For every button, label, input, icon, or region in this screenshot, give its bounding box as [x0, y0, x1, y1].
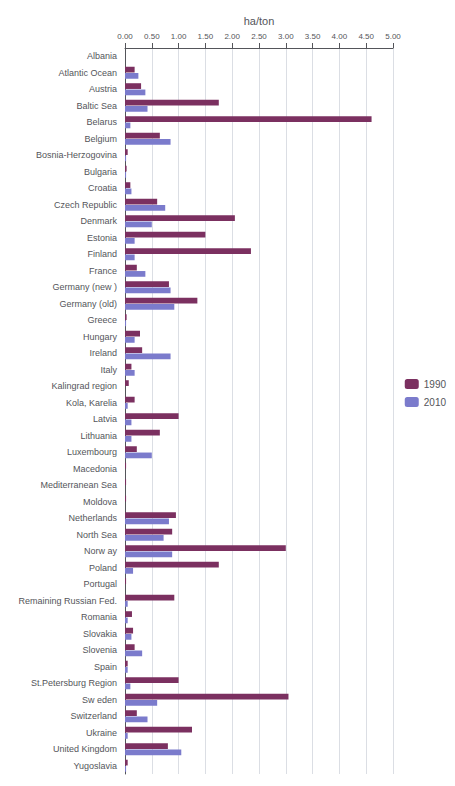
svg-text:Slovenia: Slovenia: [82, 645, 117, 655]
svg-text:Hungary: Hungary: [83, 332, 118, 342]
svg-text:Kola, Karelia: Kola, Karelia: [66, 398, 117, 408]
svg-text:Belgium: Belgium: [84, 134, 117, 144]
svg-text:Norw ay: Norw ay: [84, 546, 118, 556]
svg-text:Mediterranean Sea: Mediterranean Sea: [40, 480, 117, 490]
svg-text:Romania: Romania: [81, 612, 117, 622]
svg-text:Italy: Italy: [100, 365, 117, 375]
svg-text:Ireland: Ireland: [89, 348, 117, 358]
svg-text:3.50: 3.50: [305, 32, 321, 41]
svg-text:1.50: 1.50: [198, 32, 214, 41]
svg-text:4.50: 4.50: [358, 32, 374, 41]
svg-text:Poland: Poland: [89, 563, 117, 573]
svg-text:Germany (new ): Germany (new ): [52, 282, 117, 292]
svg-text:Lithuania: Lithuania: [80, 431, 117, 441]
svg-text:Yugoslavia: Yugoslavia: [73, 761, 117, 771]
svg-text:1.00: 1.00: [171, 32, 187, 41]
svg-text:Netherlands: Netherlands: [68, 513, 117, 523]
svg-text:2.50: 2.50: [251, 32, 267, 41]
svg-text:2010: 2010: [424, 397, 447, 408]
svg-text:1990: 1990: [424, 379, 447, 390]
svg-text:5.00: 5.00: [385, 32, 401, 41]
svg-text:Luxembourg: Luxembourg: [67, 447, 117, 457]
svg-text:North Sea: North Sea: [76, 530, 117, 540]
svg-text:St.Petersburg Region: St.Petersburg Region: [31, 678, 117, 688]
svg-text:Switzerland: Switzerland: [70, 711, 117, 721]
svg-text:Greece: Greece: [87, 315, 117, 325]
svg-text:Finland: Finland: [87, 249, 117, 259]
svg-text:Bulgaria: Bulgaria: [84, 167, 117, 177]
svg-text:Slovakia: Slovakia: [83, 629, 117, 639]
svg-text:Estonia: Estonia: [87, 233, 117, 243]
svg-text:Croatia: Croatia: [88, 183, 117, 193]
svg-text:Sw eden: Sw eden: [82, 695, 117, 705]
svg-text:Bosnia-Herzogovina: Bosnia-Herzogovina: [36, 150, 117, 160]
svg-text:Denmark: Denmark: [80, 216, 117, 226]
svg-text:Ukraine: Ukraine: [86, 728, 117, 738]
svg-text:Remaining Russian Fed.: Remaining Russian Fed.: [18, 596, 117, 606]
svg-text:Kalingrad region: Kalingrad region: [51, 381, 117, 391]
svg-text:Macedonia: Macedonia: [73, 464, 117, 474]
svg-text:Moldova: Moldova: [83, 497, 117, 507]
svg-text:Belarus: Belarus: [86, 117, 117, 127]
svg-text:4.00: 4.00: [332, 32, 348, 41]
svg-text:Portugal: Portugal: [83, 579, 117, 589]
svg-text:0.50: 0.50: [144, 32, 160, 41]
svg-text:0.00: 0.00: [117, 32, 133, 41]
svg-text:Czech Republic: Czech Republic: [54, 200, 118, 210]
svg-text:United Kingdom: United Kingdom: [53, 744, 117, 754]
svg-text:2.00: 2.00: [224, 32, 240, 41]
svg-text:ha/ton: ha/ton: [244, 15, 275, 27]
svg-text:Germany (old): Germany (old): [59, 299, 117, 309]
svg-text:Spain: Spain: [94, 662, 117, 672]
svg-text:Austria: Austria: [89, 84, 117, 94]
svg-text:3.00: 3.00: [278, 32, 294, 41]
svg-text:France: France: [89, 266, 117, 276]
svg-text:Albania: Albania: [87, 51, 117, 61]
svg-text:Baltic Sea: Baltic Sea: [76, 101, 117, 111]
svg-text:Latvia: Latvia: [93, 414, 117, 424]
svg-text:Atlantic Ocean: Atlantic Ocean: [58, 68, 117, 78]
